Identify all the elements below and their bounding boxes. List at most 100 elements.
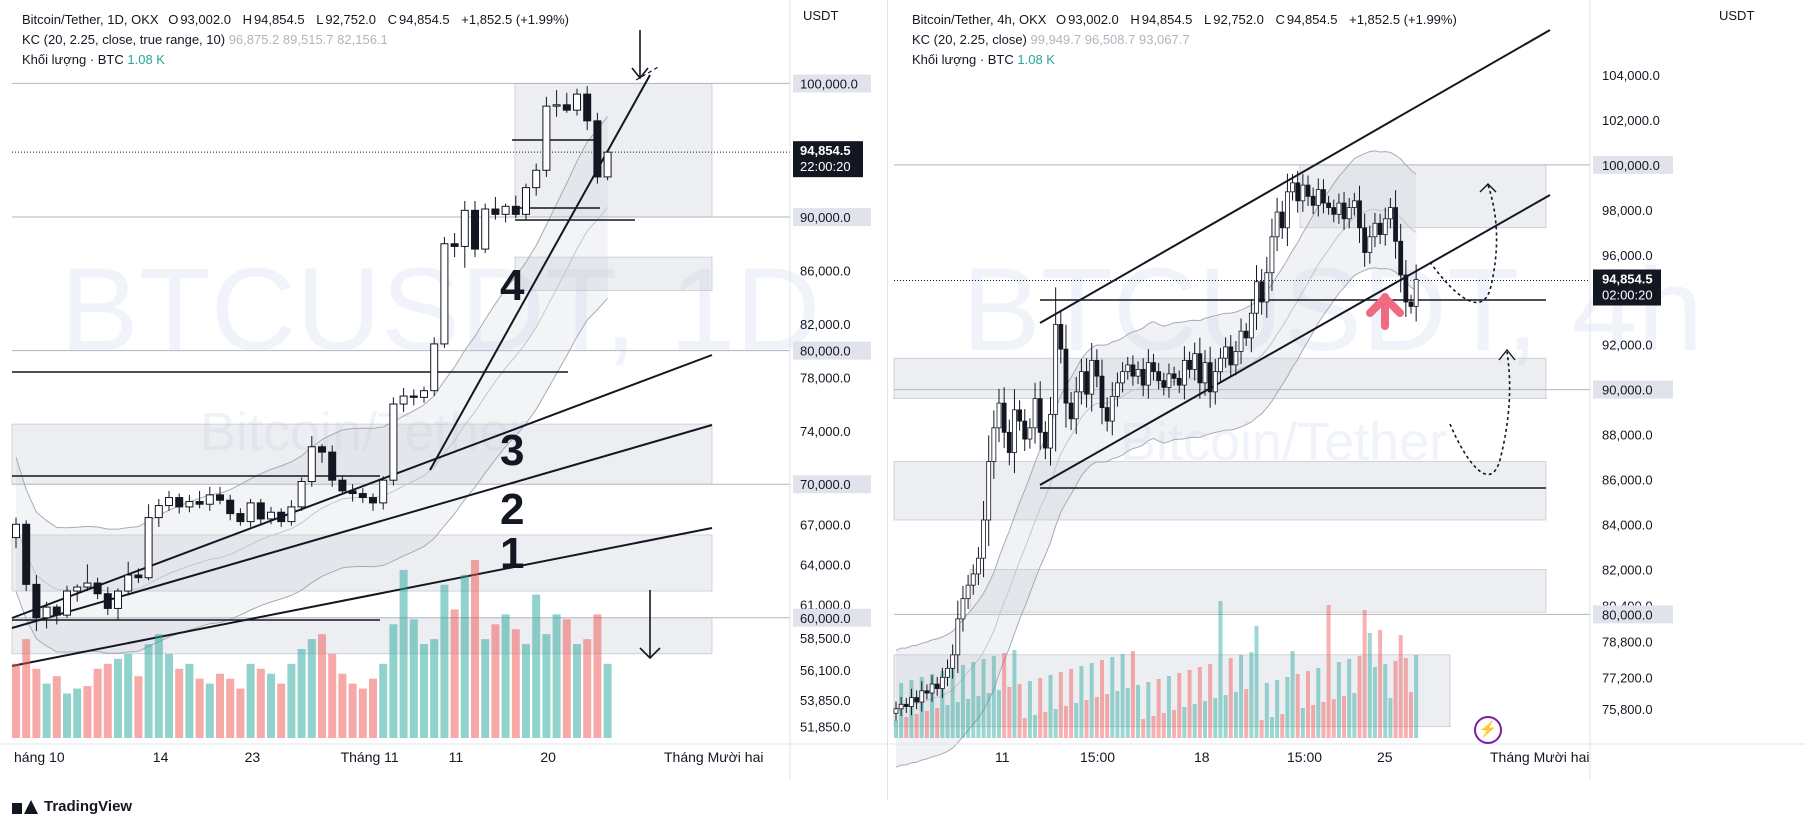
- candle-body: [1269, 236, 1275, 274]
- volume-bar: [1017, 684, 1022, 738]
- volume-bar: [986, 693, 991, 738]
- chart-panel-1d[interactable]: BTCUSDT, 1D Bitcoin/Tether 4 3 21 100,000.0 90…: [0, 0, 888, 800]
- wave-label-3: 3: [500, 426, 524, 475]
- candle-body: [450, 243, 459, 247]
- candle-body: [1202, 362, 1208, 384]
- candle-body: [1022, 420, 1028, 440]
- y-tick-label: 88,000.0: [1602, 428, 1653, 443]
- y-tick-label: 82,000.0: [1602, 562, 1653, 577]
- candle-body: [542, 105, 551, 171]
- symbol-title[interactable]: Bitcoin/Tether, 1D, OKX: [22, 12, 159, 27]
- price-level-badge: [793, 74, 871, 93]
- price-level-badge: [793, 341, 871, 360]
- candle-body: [1171, 373, 1177, 379]
- candle-body: [950, 654, 956, 669]
- y-tick-label: 53,850.0: [800, 693, 851, 708]
- tradingview-logo[interactable]: TradingView: [12, 798, 132, 815]
- kc-middle: 96,508.7: [1084, 32, 1136, 47]
- candle-body: [945, 667, 950, 678]
- volume-bar: [1259, 720, 1264, 738]
- legend-kc-1d[interactable]: KC (20, 2.25, close, true range, 10) 96,…: [22, 30, 388, 49]
- ohlc-close-label: C: [1275, 12, 1285, 27]
- dash-mark: [635, 65, 661, 81]
- candle-body: [1362, 227, 1368, 253]
- x-tick-label: Tháng Mười hai: [1490, 749, 1589, 765]
- candle-body: [216, 494, 224, 501]
- chart-panel-4h[interactable]: BTCUSDT, 4h Bitcoin/Tether 104,000.0 102,00…: [890, 0, 1805, 800]
- volume-bar: [1069, 669, 1074, 738]
- volume-bar: [1233, 692, 1238, 738]
- kc-middle: 89,515.7: [282, 32, 334, 47]
- volume-bar: [1414, 655, 1419, 738]
- volume-bar: [583, 639, 592, 738]
- zone-2: [11, 423, 713, 485]
- volume-bar: [1038, 678, 1043, 738]
- x-tick-label: 14: [153, 749, 169, 765]
- volume-bar: [1002, 653, 1007, 738]
- current-price-time: 22:00:20: [800, 159, 851, 174]
- ohlc-low-label: L: [316, 12, 324, 27]
- volume-bar: [165, 653, 173, 738]
- current-price-time: 02:00:20: [1602, 288, 1653, 303]
- chart-canvas-1d[interactable]: BTCUSDT, 1D Bitcoin/Tether 4 3 21 100,000.0 90…: [0, 0, 888, 800]
- volume-bar: [914, 714, 919, 738]
- price-level-badge: [793, 208, 871, 227]
- y-tick-label: 64,000.0: [800, 557, 851, 572]
- candle-body: [1274, 211, 1280, 238]
- y-tick-label: 82,000.0: [800, 317, 851, 332]
- volume-bar: [1197, 667, 1202, 738]
- kc-upper-line: [895, 150, 1417, 651]
- candle-body: [1109, 395, 1115, 422]
- currency-label[interactable]: USDT: [1719, 8, 1755, 23]
- candle-body: [1254, 281, 1259, 314]
- candle-body: [1192, 353, 1198, 370]
- volume-bar: [1295, 674, 1300, 738]
- volume-bar: [1027, 681, 1032, 738]
- current-price-value: 94,854.5: [1602, 272, 1653, 287]
- lightning-icon[interactable]: ⚡: [1474, 716, 1502, 744]
- legend-kc-4h[interactable]: KC (20, 2.25, close) 99,949.7 96,508.7 9…: [912, 30, 1190, 49]
- zone-4: [893, 654, 1451, 728]
- legend-volume-4h[interactable]: Khối lượng · BTC 1.08 K: [912, 50, 1055, 69]
- volume-bar: [935, 708, 940, 738]
- candle-body: [1248, 312, 1254, 339]
- ohlc-close: 94,854.5: [399, 12, 450, 27]
- ohlc-high-label: H: [1130, 12, 1140, 27]
- volume-bar: [997, 690, 1001, 738]
- candle-body: [1125, 364, 1131, 373]
- volume-bar: [287, 663, 296, 738]
- candle-body: [389, 403, 398, 481]
- legend-volume-1d[interactable]: Khối lượng · BTC 1.08 K: [22, 50, 165, 69]
- price-level-badge: [793, 608, 871, 627]
- zone-0: [1299, 164, 1547, 229]
- candle-body: [1284, 191, 1290, 229]
- projection-arrow-1: [1429, 184, 1498, 304]
- candle-body: [1218, 357, 1223, 373]
- candle-body: [532, 169, 541, 189]
- candle-body: [1099, 375, 1105, 408]
- candle-body: [1197, 353, 1203, 384]
- candle-body: [246, 502, 255, 523]
- volume-bar: [1125, 688, 1130, 738]
- volume-bar: [358, 688, 367, 738]
- symbol-title[interactable]: Bitcoin/Tether, 4h, OKX: [912, 12, 1047, 27]
- candle-body: [1073, 391, 1079, 420]
- volume-bar: [22, 639, 31, 738]
- kc-upper: 96,875.2: [228, 32, 280, 47]
- y-tick-label: 86,000.0: [800, 263, 851, 278]
- candle-body: [1176, 377, 1182, 386]
- candle-body: [1346, 207, 1352, 220]
- candle-body: [287, 506, 296, 523]
- volume-bar: [1130, 651, 1135, 738]
- volume-bar: [1336, 662, 1341, 738]
- currency-label[interactable]: USDT: [803, 8, 839, 23]
- x-tick-label: 15:00: [1287, 749, 1322, 765]
- wave-label-4: 4: [500, 261, 525, 310]
- candle-body: [267, 511, 275, 520]
- chart-canvas-4h[interactable]: BTCUSDT, 4hBitcoin/Tether104,000.0102,00…: [890, 0, 1805, 800]
- volume-bar: [976, 696, 981, 738]
- x-tick-label: Tháng Mười hai: [664, 749, 763, 765]
- volume-bar: [1063, 706, 1068, 738]
- candle-body: [1243, 330, 1249, 339]
- candle-body: [1295, 182, 1301, 202]
